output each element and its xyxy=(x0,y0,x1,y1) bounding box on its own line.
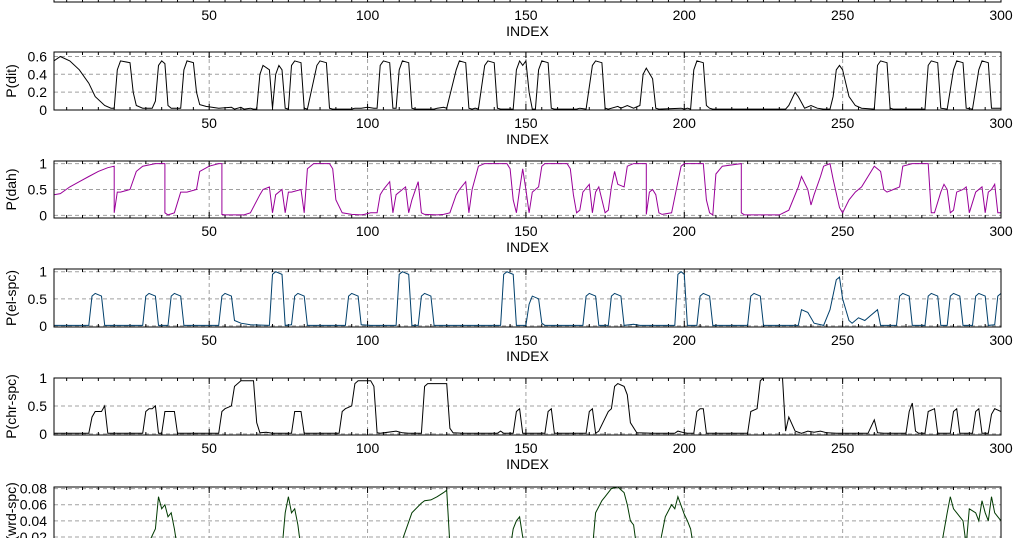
x-axis-label: INDEX xyxy=(506,23,549,39)
series-line-chr-spc xyxy=(54,378,1001,435)
x-tick-label: 300 xyxy=(989,440,1013,456)
y-tick-label: 0 xyxy=(39,318,47,334)
chart-panel-dah: 50 100 150 200 250 300 INDEX 0 0.5 1 P(dah) xyxy=(3,156,1013,255)
y-tick-label: 0.5 xyxy=(28,182,48,198)
x-tick-label: 50 xyxy=(201,7,217,23)
y-tick-label: 0.08 xyxy=(20,481,47,497)
y-tick-label: 0.4 xyxy=(28,66,48,82)
plot-frame xyxy=(53,377,1002,436)
x-tick-label: 250 xyxy=(831,332,855,348)
y-tick-label: 0.5 xyxy=(28,398,48,414)
x-tick-label: 50 xyxy=(201,223,217,239)
y-tick-label: 0.2 xyxy=(28,84,48,100)
y-tick-label: 0.06 xyxy=(20,497,47,513)
x-tick-label: 150 xyxy=(514,223,538,239)
x-tick-label: 100 xyxy=(356,115,380,131)
plot-frame xyxy=(53,51,1002,111)
plot-frame xyxy=(53,268,1002,328)
plot-frame xyxy=(53,160,1002,219)
x-tick-label: 50 xyxy=(201,332,217,348)
y-axis-label: P(wrd-spc) xyxy=(3,482,19,538)
x-tick-label: 250 xyxy=(831,440,855,456)
chart-panel-el-spc: 50 100 150 200 250 300 INDEX 0 0.5 1 P(el-spc) xyxy=(3,264,1013,364)
y-tick-label: 1 xyxy=(39,264,47,280)
x-tick-label: 250 xyxy=(831,115,855,131)
x-tick-label: 150 xyxy=(514,332,538,348)
y-axis-label: P(dit) xyxy=(3,64,19,97)
y-tick-label: 0 xyxy=(39,207,47,223)
x-tick-label: 250 xyxy=(831,7,855,23)
plot-frame xyxy=(53,486,1002,543)
y-tick-label: 0 xyxy=(39,426,47,442)
series-line-dit xyxy=(54,55,1001,110)
y-tick-label: 1 xyxy=(39,370,47,386)
x-tick-label: 100 xyxy=(356,332,380,348)
x-tick-label: 200 xyxy=(673,7,697,23)
x-tick-label: 150 xyxy=(514,7,538,23)
chart-panel-top-axis-strip: 50 100 150 200 250 300 INDEX xyxy=(53,0,1013,39)
plot-frame xyxy=(53,0,1002,3)
chart-panel-wrd-spc: 501001502002503000.020.040.060.08P(wrd-s… xyxy=(3,481,1002,543)
x-tick-label: 150 xyxy=(514,440,538,456)
x-tick-label: 50 xyxy=(201,440,217,456)
x-tick-label: 200 xyxy=(673,332,697,348)
chart-panel-dit: 50 100 150 200 250 300 INDEX 0 0.2 0.4 0.6 P(dit) xyxy=(3,48,1013,147)
y-axis-label: P(chr-spc) xyxy=(3,374,19,439)
series-line-el-spc xyxy=(54,271,1001,326)
x-tick-label: 250 xyxy=(831,223,855,239)
x-tick-label: 200 xyxy=(673,440,697,456)
x-tick-label: 300 xyxy=(989,223,1013,239)
y-tick-label: 0.04 xyxy=(20,513,47,529)
x-tick-label: 300 xyxy=(989,115,1013,131)
x-tick-label: 150 xyxy=(514,115,538,131)
x-tick-label: 100 xyxy=(356,223,380,239)
x-axis-label: INDEX xyxy=(506,456,549,472)
y-tick-label: 0.6 xyxy=(28,48,48,64)
y-tick-label: 0 xyxy=(39,102,47,118)
x-tick-label: 100 xyxy=(356,7,380,23)
y-tick-label: 0.02 xyxy=(20,529,47,538)
x-tick-label: 200 xyxy=(673,115,697,131)
x-tick-label: 100 xyxy=(356,440,380,456)
series-line-dah xyxy=(54,162,1001,216)
x-tick-label: 300 xyxy=(989,7,1013,23)
y-axis-label: P(dah) xyxy=(3,168,19,210)
y-tick-label: 0.5 xyxy=(28,291,48,307)
y-axis-label: P(el-spc) xyxy=(3,270,19,326)
x-axis-label: INDEX xyxy=(506,131,549,147)
x-tick-label: 50 xyxy=(201,115,217,131)
y-tick-label: 1 xyxy=(39,156,47,172)
chart-panel-chr-spc: 50 100 150 200 250 300 INDEX 0 0.5 1 P(chr-spc) xyxy=(3,370,1013,472)
x-tick-label: 200 xyxy=(673,223,697,239)
x-axis-label: INDEX xyxy=(506,348,549,364)
x-axis-label: INDEX xyxy=(506,239,549,255)
x-tick-label: 300 xyxy=(989,332,1013,348)
series-line-wrd-spc xyxy=(89,487,1001,543)
